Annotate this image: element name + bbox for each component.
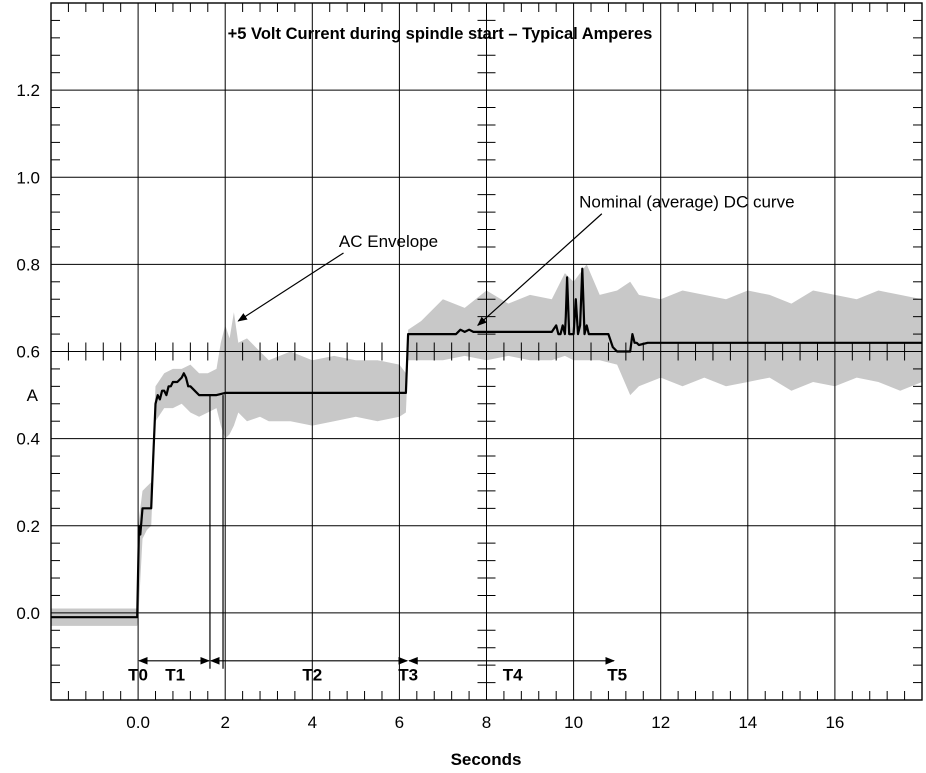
ac-envelope-band [51,264,922,626]
y-tick-label: 0.4 [16,430,40,449]
phase-label-t5: T5 [607,665,627,684]
x-tick-label: 2 [220,713,229,732]
phase-label-t2: T2 [302,665,322,684]
annotation-arrow-2 [477,213,603,327]
chart-title: +5 Volt Current during spindle start – T… [228,25,653,43]
phase-label-t4: T4 [503,665,523,684]
x-tick-label: 12 [651,713,670,732]
dc-curve-line [51,267,922,619]
phase-layer: T0 T1 T2 T3 T4 T5 [128,395,627,684]
y-tick-label: 0.8 [16,255,40,274]
grid-layer [51,3,922,700]
annotation-arrow-1 [237,252,344,322]
annotation-layer: AC Envelope Nominal (average) DC curve [237,193,795,327]
x-axis-title: Seconds [451,750,522,769]
y-tick-label: 1.0 [16,168,40,187]
plot-frame [50,2,923,701]
x-tick-label: 10 [564,713,583,732]
phase-label-t3: T3 [398,665,418,684]
ac-envelope-layer [51,264,922,626]
annotation-text-1: AC Envelope [339,232,438,251]
dc-curve-layer [51,267,922,619]
y-tick-label: 0.0 [16,604,40,623]
y-tick-label: 0.6 [16,343,40,362]
phase-label-t1: T1 [165,665,185,684]
x-tick-label: 14 [738,713,757,732]
annotation-text-2: Nominal (average) DC curve [579,193,794,212]
x-tick-label: 8 [482,713,491,732]
x-tick-label: 16 [825,713,844,732]
phase-label-t0: T0 [128,665,148,684]
tick-label-layer: 0.0 2 4 6 8 10 12 14 16 0.0 0.2 0.4 0.6 0.8 1.0 1.2 [16,81,844,732]
x-tick-label: 6 [395,713,404,732]
x-tick-label: 0.0 [126,713,150,732]
y-tick-label: 0.2 [16,517,40,536]
y-axis-title: A [27,386,39,405]
x-tick-label: 4 [308,713,317,732]
y-tick-label: 1.2 [16,81,40,100]
